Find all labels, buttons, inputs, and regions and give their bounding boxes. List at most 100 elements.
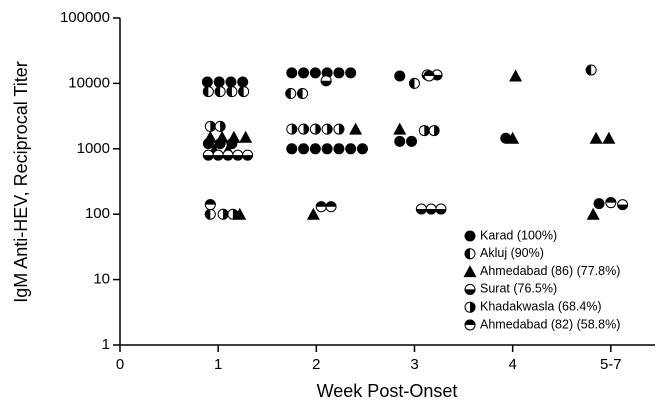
legend-marker (464, 248, 476, 260)
point-shape (464, 289, 476, 295)
point-shape (408, 77, 415, 89)
legend-marker (464, 283, 476, 295)
point (333, 67, 345, 79)
point-shape (202, 86, 209, 98)
point (212, 149, 224, 161)
point (202, 86, 214, 98)
point-shape (602, 131, 616, 144)
point (428, 125, 440, 137)
point-shape (204, 208, 211, 220)
point-shape (464, 230, 476, 242)
point-shape (223, 208, 229, 220)
point (345, 143, 357, 155)
point-shape (470, 301, 476, 313)
point (309, 123, 321, 135)
point-shape (435, 209, 447, 215)
point-shape (298, 67, 310, 79)
point-shape (286, 67, 298, 79)
point (585, 64, 597, 76)
x-tick-label: 5-7 (600, 356, 622, 373)
point (286, 143, 298, 155)
point-shape (585, 64, 592, 76)
point-shape (315, 201, 327, 207)
x-tick-label: 0 (116, 356, 124, 373)
point (217, 208, 229, 220)
point-shape (393, 122, 407, 135)
legend-label: Surat (76.5%) (480, 282, 557, 296)
point-shape (327, 123, 333, 135)
point (506, 131, 520, 144)
legend-marker (463, 265, 477, 278)
point-shape (338, 123, 345, 135)
point-shape (285, 88, 291, 100)
legend-label: Karad (100%) (480, 228, 557, 242)
legend-label: Khadakwasla (68.4%) (480, 299, 602, 313)
y-tick-label: 1 (102, 336, 110, 353)
point (345, 67, 357, 79)
point (605, 197, 617, 209)
point (589, 131, 603, 144)
point-shape (306, 207, 320, 220)
point-shape (425, 209, 437, 215)
point-shape (434, 125, 440, 137)
point-shape (237, 76, 249, 88)
point (297, 88, 309, 100)
point (203, 130, 217, 143)
point (394, 70, 406, 82)
point (602, 131, 616, 144)
point (333, 143, 345, 155)
x-tick-label: 3 (410, 356, 418, 373)
point (298, 67, 310, 79)
point-shape (232, 155, 244, 161)
legend-marker (464, 319, 476, 331)
point (239, 130, 253, 143)
point (202, 149, 214, 161)
legend-label: Akluj (90%) (480, 246, 544, 260)
x-tick-label: 2 (312, 356, 320, 373)
point (309, 143, 321, 155)
point (298, 143, 310, 155)
x-tick-label: 1 (214, 356, 222, 373)
point-shape (203, 130, 217, 143)
legend-label: Ahmedabad (82) (58.8%) (480, 317, 620, 331)
point (408, 77, 420, 89)
point-shape (214, 86, 221, 98)
point-shape (333, 143, 345, 155)
point (242, 149, 254, 161)
point-shape (286, 143, 298, 155)
point (227, 208, 239, 220)
point (406, 135, 418, 147)
point (238, 86, 250, 98)
point (204, 120, 216, 132)
point-shape (242, 155, 254, 161)
point (227, 130, 241, 143)
point-shape (239, 130, 253, 143)
point-shape (226, 86, 232, 98)
point-shape (238, 86, 244, 98)
point (225, 76, 237, 88)
point (222, 149, 234, 161)
y-tick-label: 100 (85, 205, 110, 222)
point-shape (464, 319, 476, 325)
point (425, 203, 437, 215)
legend-marker (464, 301, 476, 313)
y-tick-label: 10 (93, 271, 110, 288)
point-shape (212, 155, 224, 161)
point-shape (220, 120, 226, 132)
point (215, 130, 229, 143)
point-shape (593, 198, 605, 210)
point (321, 143, 333, 155)
point (435, 203, 447, 215)
point-shape (345, 143, 357, 155)
point (394, 135, 406, 147)
point (509, 69, 523, 82)
point-shape (320, 80, 332, 87)
x-axis-label: Week Post-Onset (317, 381, 458, 401)
point-shape (291, 123, 298, 135)
y-tick-label: 1000 (77, 140, 110, 157)
point (237, 76, 249, 88)
point-shape (423, 70, 435, 76)
point (309, 67, 321, 79)
y-tick-label: 10000 (68, 74, 110, 91)
point-shape (394, 135, 406, 147)
